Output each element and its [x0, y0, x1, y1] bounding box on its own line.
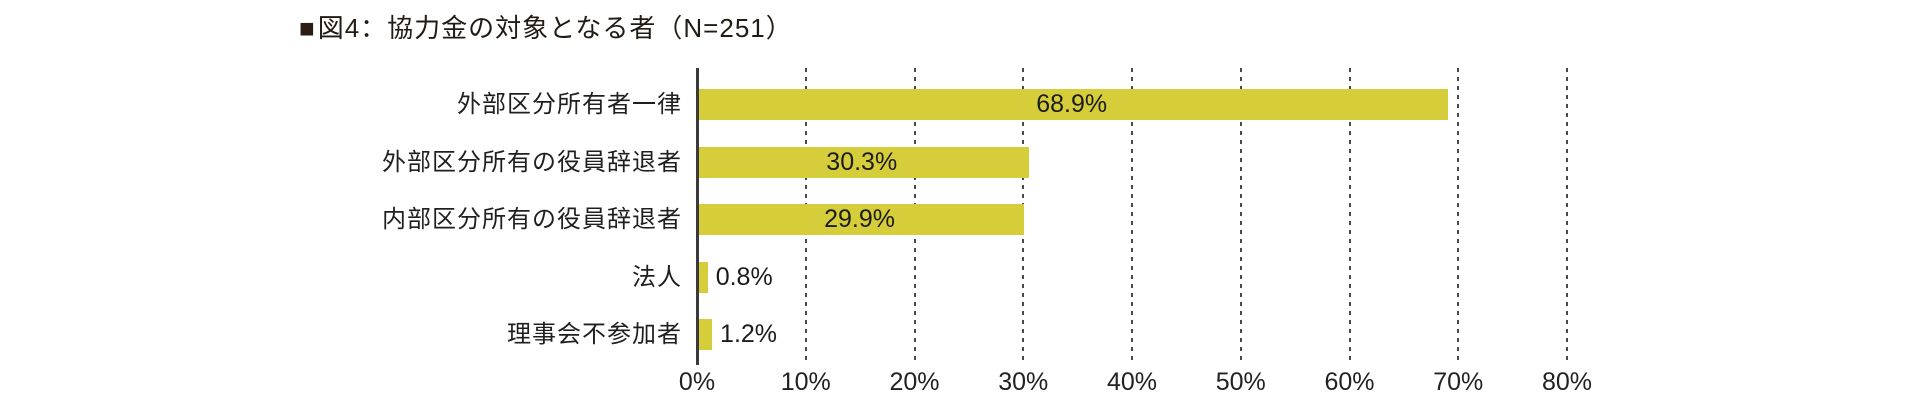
bar-value-label: 29.9% — [824, 205, 896, 233]
x-tick-label: 80% — [1541, 368, 1593, 396]
bar — [699, 146, 1029, 178]
title-square-marker: ■ — [299, 13, 316, 43]
bar-value-label: 30.3% — [826, 147, 898, 176]
x-tick-label: 60% — [1324, 368, 1375, 396]
x-tick-label: 10% — [780, 368, 831, 396]
bar-value-label: 68.9% — [1036, 90, 1108, 118]
x-tick-label: 0% — [678, 368, 716, 396]
category-axis: 外部区分所有者一律外部区分所有の役員辞退者 内部区分所有の役員辞退者法人理事会不参… — [0, 0, 682, 401]
x-tick-label: 30% — [998, 368, 1049, 396]
category-label: 外部区分所有者一律 — [457, 91, 682, 118]
x-tick-label: 50% — [1215, 368, 1266, 396]
chart-title: ■図4：協力金の対象となる者（N=251） — [299, 8, 793, 45]
bar-value-label: 1.2% — [720, 320, 778, 348]
y-axis-line — [696, 68, 699, 365]
category-label: 外部区分所有の役員辞退者 — [382, 148, 682, 176]
gridline — [1131, 68, 1133, 365]
x-tick-label: 20% — [889, 368, 940, 396]
gridline — [1239, 68, 1242, 365]
x-tick-label: 40% — [1106, 368, 1158, 396]
x-tick-label: 70% — [1433, 368, 1484, 396]
category-label: 理事会不参加者 — [507, 321, 682, 348]
gridline — [1348, 68, 1351, 365]
gridline — [1457, 68, 1460, 365]
bar — [699, 204, 1025, 235]
bar — [699, 319, 713, 350]
bar — [699, 89, 1449, 120]
gridline — [1566, 68, 1568, 365]
title-text: 図4：協力金の対象となる者（N=251） — [317, 13, 793, 43]
category-label: 内部区分所有の役員辞退者 — [382, 206, 682, 233]
plot-area: 68.9% 30.3% 29.9% 0.8% 1.2% — [696, 68, 1568, 365]
bar-value-label: 0.8% — [715, 262, 773, 291]
x-axis: 0% 10% 20% 30% 40% 50% 60% 70% 80% — [0, 368, 1920, 398]
bar — [699, 261, 708, 293]
category-label: 法人 — [632, 263, 682, 291]
